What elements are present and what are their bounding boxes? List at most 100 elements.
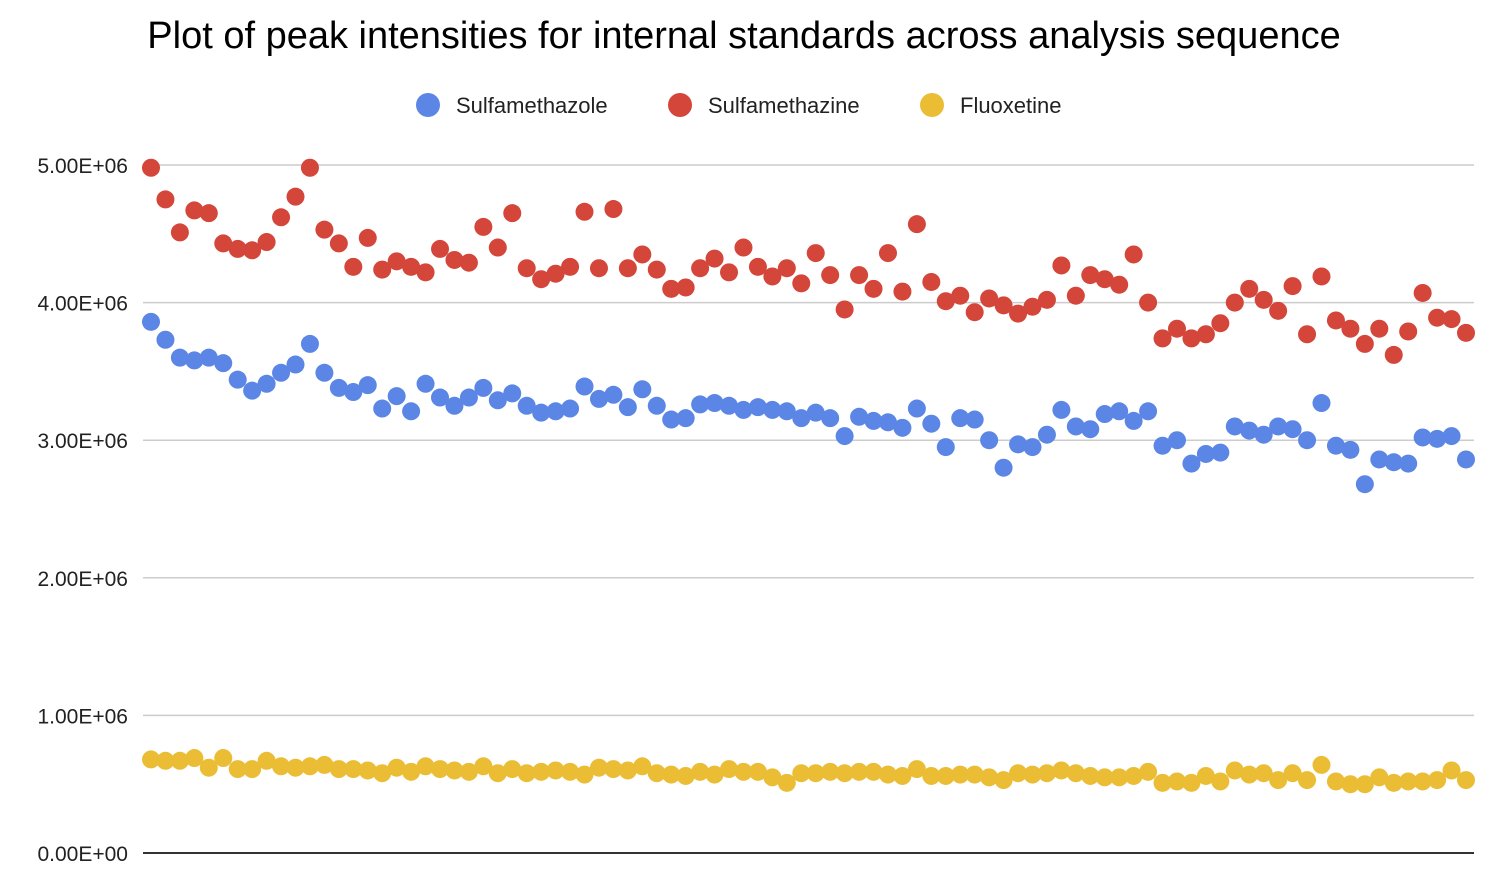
data-point[interactable] [402, 762, 421, 781]
data-point[interactable] [1341, 440, 1360, 459]
data-point[interactable] [618, 761, 637, 780]
data-point[interactable] [474, 757, 493, 776]
data-point[interactable] [228, 239, 247, 258]
data-point[interactable] [589, 259, 608, 278]
data-point[interactable] [1384, 345, 1403, 364]
data-point[interactable] [1298, 325, 1317, 344]
data-point[interactable] [589, 758, 608, 777]
data-point[interactable] [185, 351, 204, 370]
data-point[interactable] [344, 760, 363, 779]
data-point[interactable] [1326, 436, 1345, 455]
data-point[interactable] [748, 762, 767, 781]
data-point[interactable] [748, 398, 767, 417]
data-point[interactable] [763, 267, 782, 286]
data-point[interactable] [488, 764, 507, 783]
data-point[interactable] [604, 385, 623, 404]
data-point[interactable] [1428, 771, 1447, 790]
data-point[interactable] [243, 760, 262, 779]
data-point[interactable] [431, 239, 450, 258]
data-point[interactable] [647, 764, 666, 783]
data-point[interactable] [1269, 417, 1288, 436]
data-point[interactable] [806, 403, 825, 422]
data-point[interactable] [1298, 431, 1317, 450]
legend-item[interactable]: Sulfamethazole [416, 93, 608, 118]
data-point[interactable] [1023, 765, 1042, 784]
data-point[interactable] [1442, 427, 1461, 446]
data-point[interactable] [1052, 761, 1071, 780]
data-point[interactable] [561, 399, 580, 418]
data-point[interactable] [633, 757, 652, 776]
data-point[interactable] [1399, 454, 1418, 473]
data-point[interactable] [199, 758, 218, 777]
data-point[interactable] [1153, 773, 1172, 792]
data-point[interactable] [431, 388, 450, 407]
data-point[interactable] [792, 409, 811, 428]
data-point[interactable] [922, 414, 941, 433]
data-point[interactable] [1399, 322, 1418, 341]
data-point[interactable] [662, 410, 681, 429]
data-point[interactable] [691, 395, 710, 414]
data-point[interactable] [488, 238, 507, 257]
data-point[interactable] [431, 760, 450, 779]
data-point[interactable] [546, 761, 565, 780]
data-point[interactable] [1139, 402, 1158, 421]
data-point[interactable] [1225, 761, 1244, 780]
data-point[interactable] [835, 427, 854, 446]
data-point[interactable] [647, 260, 666, 279]
data-point[interactable] [1153, 436, 1172, 455]
data-point[interactable] [1167, 431, 1186, 450]
data-point[interactable] [402, 402, 421, 421]
data-point[interactable] [922, 766, 941, 785]
data-point[interactable] [1081, 766, 1100, 785]
data-point[interactable] [1240, 421, 1259, 440]
data-point[interactable] [199, 204, 218, 223]
data-point[interactable] [965, 765, 984, 784]
data-point[interactable] [1413, 428, 1432, 447]
data-point[interactable] [980, 768, 999, 787]
data-point[interactable] [907, 215, 926, 234]
data-point[interactable] [445, 250, 464, 269]
data-point[interactable] [821, 266, 840, 285]
data-point[interactable] [1240, 765, 1259, 784]
data-point[interactable] [835, 300, 854, 319]
data-point[interactable] [214, 354, 233, 373]
data-point[interactable] [546, 402, 565, 421]
data-point[interactable] [1312, 267, 1331, 286]
data-point[interactable] [575, 202, 594, 221]
data-point[interactable] [965, 410, 984, 429]
data-point[interactable] [792, 764, 811, 783]
data-point[interactable] [1283, 277, 1302, 296]
data-point[interactable] [980, 431, 999, 450]
data-point[interactable] [373, 260, 392, 279]
data-point[interactable] [1139, 293, 1158, 312]
data-point[interactable] [1384, 773, 1403, 792]
data-point[interactable] [503, 760, 522, 779]
data-point[interactable] [156, 751, 175, 770]
data-point[interactable] [1413, 772, 1432, 791]
data-point[interactable] [1167, 319, 1186, 338]
data-point[interactable] [691, 762, 710, 781]
data-point[interactable] [532, 762, 551, 781]
data-point[interactable] [1110, 275, 1129, 294]
data-point[interactable] [676, 766, 695, 785]
data-point[interactable] [199, 348, 218, 367]
data-point[interactable] [329, 378, 348, 397]
data-point[interactable] [720, 396, 739, 415]
data-point[interactable] [1196, 766, 1215, 785]
data-point[interactable] [850, 266, 869, 285]
data-point[interactable] [763, 768, 782, 787]
data-point[interactable] [1110, 768, 1129, 787]
data-point[interactable] [300, 158, 319, 177]
data-point[interactable] [344, 383, 363, 402]
data-point[interactable] [214, 749, 233, 768]
data-point[interactable] [416, 263, 435, 282]
data-point[interactable] [604, 200, 623, 219]
data-point[interactable] [1211, 443, 1230, 462]
data-point[interactable] [821, 409, 840, 428]
data-point[interactable] [1124, 245, 1143, 264]
data-point[interactable] [1283, 764, 1302, 783]
data-point[interactable] [1269, 301, 1288, 320]
data-point[interactable] [1428, 308, 1447, 327]
data-point[interactable] [1153, 329, 1172, 348]
data-point[interactable] [286, 758, 305, 777]
